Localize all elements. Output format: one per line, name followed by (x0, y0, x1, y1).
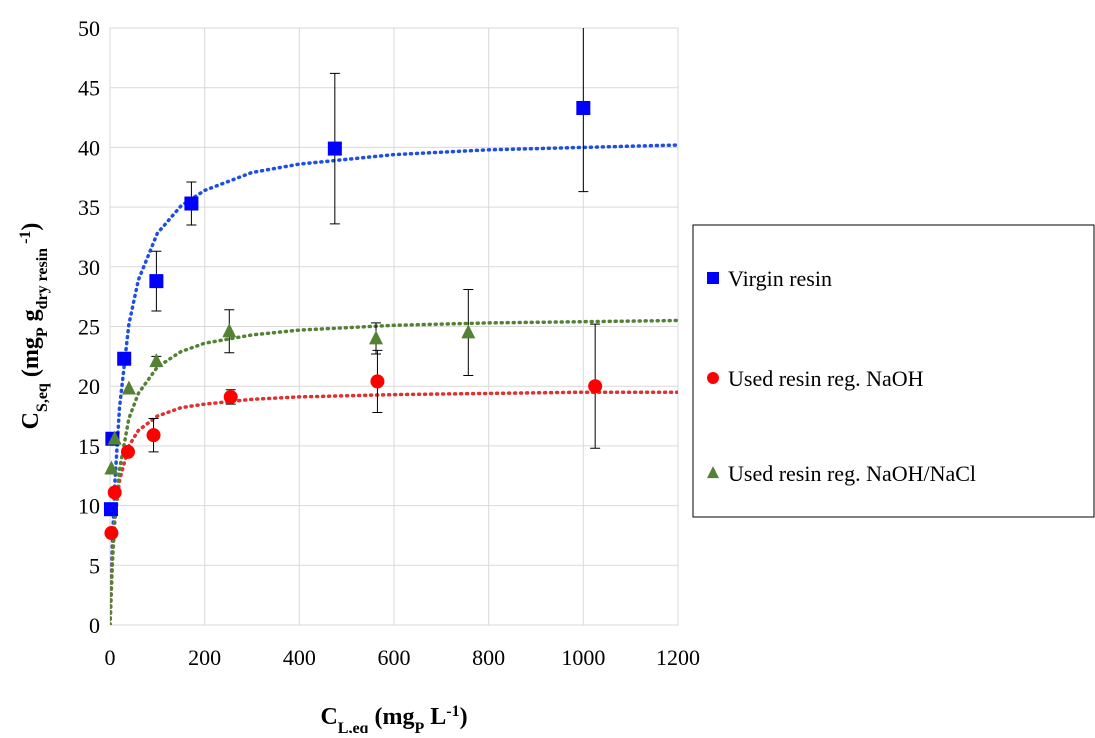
label-part: ) (18, 223, 44, 231)
point (104, 460, 119, 475)
legend-label: Used resin reg. NaOH/NaCl (728, 461, 976, 486)
legend-marker (707, 272, 719, 284)
y-tick-label: 35 (78, 195, 100, 220)
x-axis-title: CL,eq (mgP L-1) (320, 703, 467, 734)
label-part: L,eq (338, 720, 369, 734)
point (149, 274, 164, 289)
legend-label: Virgin resin (728, 266, 832, 291)
point (121, 380, 136, 395)
y-tick-label: 45 (78, 76, 100, 101)
label-part: P (414, 720, 424, 734)
error-bars (148, 28, 601, 453)
plot-frame (109, 27, 679, 626)
x-tick-label: 800 (472, 645, 505, 670)
point (327, 141, 342, 156)
point (369, 330, 384, 345)
point (107, 485, 122, 500)
legend: Virgin resin Used resin reg. NaOH Used res… (707, 266, 976, 486)
point (120, 444, 135, 459)
label-part: C (320, 704, 337, 730)
legend-marker (707, 372, 719, 384)
label-part: (mg (368, 704, 414, 730)
x-tick-label: 0 (105, 645, 116, 670)
point (146, 428, 161, 443)
y-tick-label: 40 (78, 135, 100, 160)
points (103, 100, 603, 541)
label-part: P (34, 327, 51, 337)
y-tick-label: 20 (78, 374, 100, 399)
x-tick-label: 1000 (561, 645, 605, 670)
y-tick-label: 50 (78, 16, 100, 41)
label-part: -1 (17, 231, 34, 248)
x-tick-label: 1200 (656, 645, 700, 670)
label-part: dry resin (34, 248, 51, 310)
label-part: C (18, 412, 44, 429)
point (117, 351, 132, 366)
y-tick-label: 10 (78, 494, 100, 519)
y-tick-label: 30 (78, 255, 100, 280)
y-tick-label: 15 (78, 434, 100, 459)
legend-label: Used resin reg. NaOH (728, 366, 924, 391)
point (223, 389, 238, 404)
point (576, 100, 591, 115)
x-tick-label: 600 (378, 645, 411, 670)
y-tick-label: 25 (78, 315, 100, 340)
point (107, 430, 122, 445)
y-tick-label: 0 (89, 613, 100, 638)
legend-marker (707, 466, 719, 479)
point (104, 526, 119, 541)
point (184, 196, 199, 211)
y-tick-label: 5 (89, 553, 100, 578)
fit-curve (110, 143, 678, 625)
x-tick-label: 200 (188, 645, 221, 670)
point (461, 324, 476, 339)
label-part: ) (460, 704, 468, 730)
legend-box (692, 224, 1095, 518)
point (149, 353, 164, 368)
label-part: (mg (18, 337, 44, 383)
label-part: L (424, 704, 446, 730)
y-axis-title: CS,eq (mgP gdry resin -1) (17, 223, 51, 430)
x-tick-label: 400 (283, 645, 316, 670)
label-part: S,eq (34, 383, 51, 412)
label-part: g (18, 309, 44, 327)
point (222, 323, 237, 338)
point (370, 374, 385, 389)
point (103, 502, 118, 517)
point (588, 379, 603, 394)
label-part: -1 (446, 703, 459, 720)
